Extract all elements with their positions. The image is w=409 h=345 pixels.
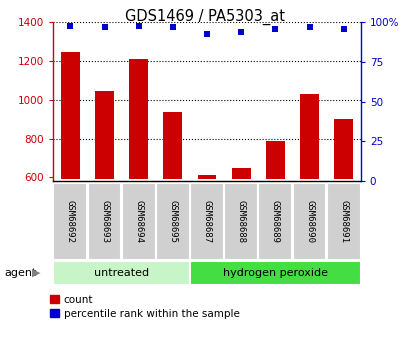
Text: GSM68691: GSM68691 xyxy=(338,200,347,243)
Point xyxy=(135,23,142,28)
Text: GSM68693: GSM68693 xyxy=(100,200,109,243)
Text: GDS1469 / PA5303_at: GDS1469 / PA5303_at xyxy=(125,9,284,25)
Bar xyxy=(265,141,284,179)
Bar xyxy=(121,183,155,260)
Point xyxy=(203,31,210,36)
Text: ▶: ▶ xyxy=(32,268,40,278)
Bar xyxy=(61,52,80,179)
Bar xyxy=(53,183,87,260)
Bar xyxy=(88,183,121,260)
Bar xyxy=(224,183,258,260)
Text: GSM68694: GSM68694 xyxy=(134,200,143,243)
Bar xyxy=(190,183,223,260)
Bar xyxy=(163,112,182,179)
Bar xyxy=(299,94,318,179)
Bar xyxy=(333,119,352,179)
Point xyxy=(169,24,176,30)
Text: hydrogen peroxide: hydrogen peroxide xyxy=(222,268,327,278)
Bar xyxy=(190,261,360,285)
Point xyxy=(101,24,108,30)
Text: GSM68690: GSM68690 xyxy=(304,200,313,243)
Bar xyxy=(129,59,148,179)
Bar xyxy=(155,183,189,260)
Text: GSM68695: GSM68695 xyxy=(168,200,177,243)
Bar xyxy=(258,183,292,260)
Point xyxy=(67,23,74,28)
Text: GSM68692: GSM68692 xyxy=(66,200,75,243)
Text: untreated: untreated xyxy=(94,268,149,278)
Bar xyxy=(53,261,189,285)
Point xyxy=(272,26,278,31)
Bar xyxy=(95,90,114,179)
Legend: count, percentile rank within the sample: count, percentile rank within the sample xyxy=(50,295,239,319)
Text: GSM68687: GSM68687 xyxy=(202,200,211,243)
Bar xyxy=(292,183,326,260)
Bar xyxy=(231,168,250,179)
Text: GSM68689: GSM68689 xyxy=(270,200,279,243)
Point xyxy=(339,26,346,31)
Text: GSM68688: GSM68688 xyxy=(236,200,245,243)
Bar xyxy=(197,175,216,179)
Point xyxy=(237,29,244,35)
Text: agent: agent xyxy=(4,268,36,278)
Point xyxy=(306,24,312,30)
Bar xyxy=(326,183,360,260)
